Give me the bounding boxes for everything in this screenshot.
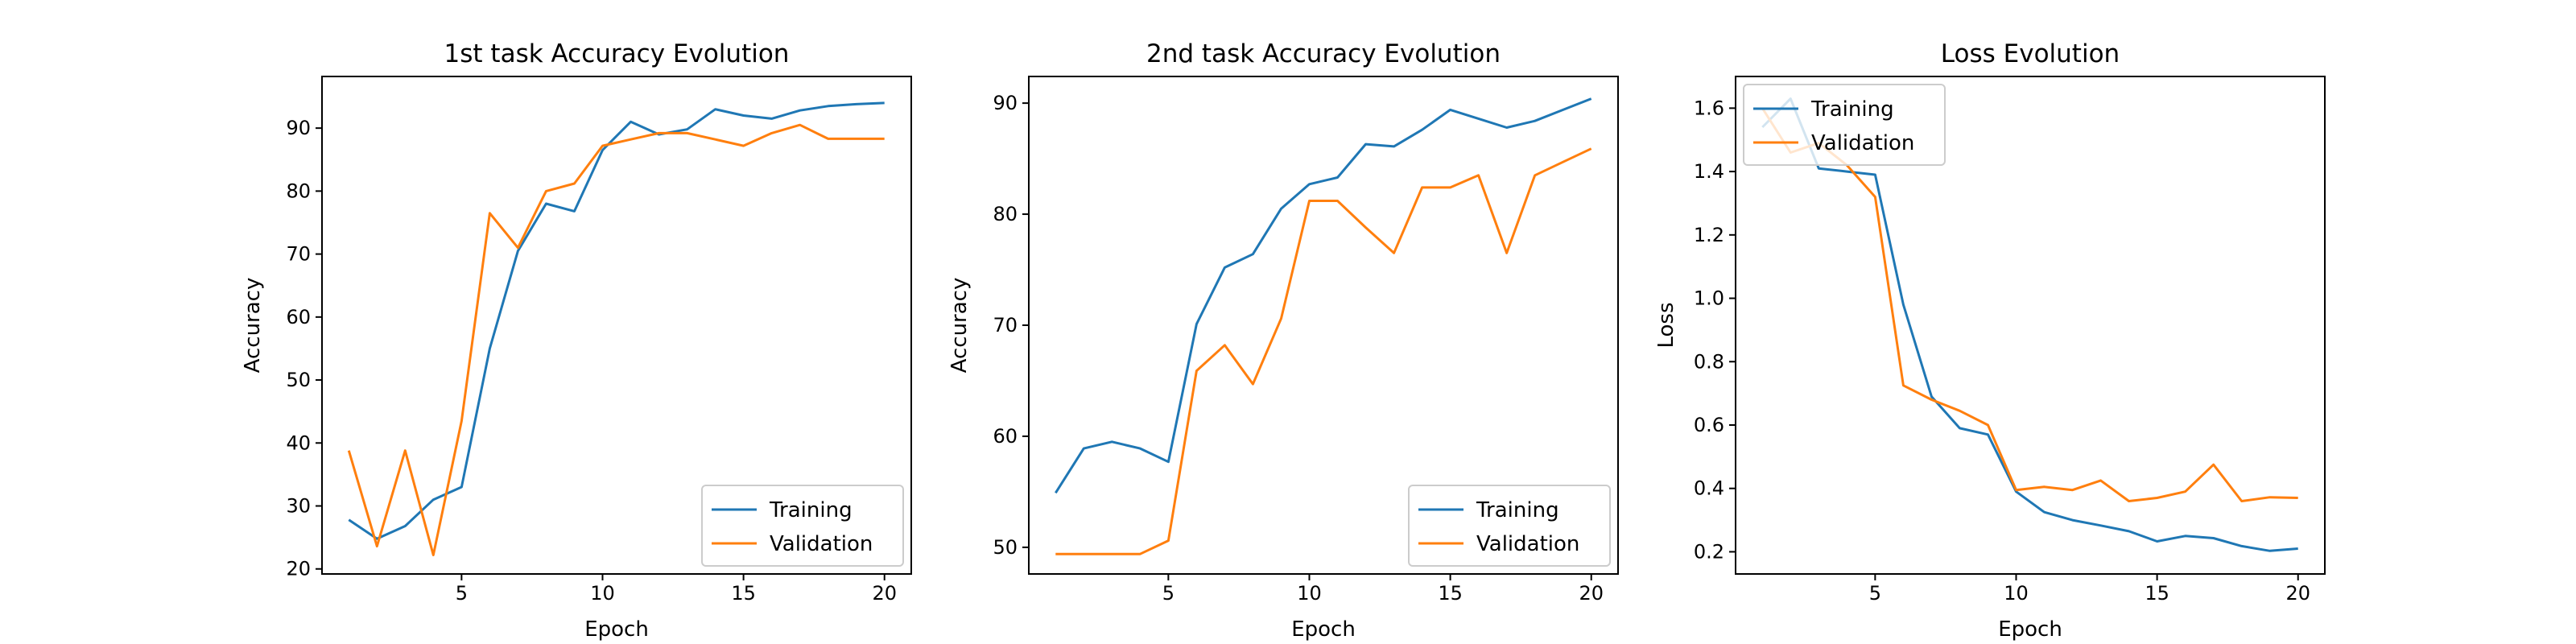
y-tick-label: 80 [993, 203, 1018, 225]
x-axis-label: Epoch [1998, 617, 2062, 642]
legend-label-training: Training [1810, 97, 1894, 122]
y-tick-label: 60 [286, 306, 311, 328]
y-tick-label: 1.6 [1694, 97, 1724, 119]
x-tick-label: 10 [2004, 582, 2029, 605]
chart-title: 2nd task Accuracy Evolution [1146, 39, 1501, 68]
x-axis-label: Epoch [1291, 617, 1356, 642]
legend-label-validation: Validation [1476, 532, 1579, 556]
y-tick-label: 1.4 [1694, 160, 1724, 183]
x-tick-label: 20 [872, 582, 897, 605]
legend-box [1743, 84, 1946, 166]
y-tick-label: 1.2 [1694, 224, 1724, 246]
legend-label-validation: Validation [770, 532, 873, 556]
series-line-validation [1761, 107, 2298, 502]
y-tick-label: 70 [286, 243, 311, 266]
y-tick-label: 50 [993, 536, 1018, 559]
y-axis-label: Accuracy [947, 278, 972, 374]
x-tick-label: 10 [1297, 582, 1322, 605]
chart-panel-1: 5 10 15 20 20 30 40 50 60 70 80 90 1st task Accuracy… [241, 39, 912, 642]
legend-box [701, 485, 904, 567]
x-tick-label: 5 [1869, 582, 1881, 605]
legend: Training Validation [1408, 485, 1611, 567]
legend: Training Validation [1743, 84, 1946, 166]
x-tick-label: 5 [1162, 582, 1174, 605]
x-tick-label: 20 [2285, 582, 2310, 605]
y-tick-label: 70 [993, 314, 1018, 336]
y-tick-label: 90 [993, 92, 1018, 114]
series-line-training [348, 101, 885, 540]
chart-panel-2: 5 10 15 20 50 60 70 80 90 2nd task Accuracy Evolu… [947, 39, 1619, 642]
y-tick-label: 0.8 [1694, 350, 1724, 373]
legend-label-validation: Validation [1811, 131, 1914, 155]
x-axis-label: Epoch [584, 617, 649, 642]
y-tick-label: 50 [286, 369, 311, 391]
chart-title: Loss Evolution [1941, 39, 2120, 68]
y-tick-label: 40 [286, 431, 311, 454]
y-tick-label: 20 [286, 558, 311, 580]
series-line-validation [347, 123, 885, 556]
y-tick-label: 1.0 [1694, 287, 1724, 310]
y-axis-label: Loss [1654, 302, 1678, 348]
x-tick-label: 15 [731, 582, 756, 605]
y-tick-label: 0.2 [1694, 540, 1724, 563]
legend-label-training: Training [769, 498, 852, 522]
x-tick-label: 5 [456, 582, 468, 605]
legend-box [1408, 485, 1611, 567]
y-tick-label: 0.4 [1694, 477, 1724, 500]
series-line-validation [1055, 147, 1592, 555]
x-tick-label: 10 [590, 582, 615, 605]
x-tick-label: 15 [2145, 582, 2169, 605]
x-tick-label: 15 [1438, 582, 1463, 605]
y-tick-label: 60 [993, 425, 1018, 448]
y-tick-label: 0.6 [1694, 414, 1724, 436]
legend: Training Validation [701, 485, 904, 567]
y-tick-label: 90 [286, 117, 311, 139]
series-line-training [1055, 97, 1592, 494]
chart-title: 1st task Accuracy Evolution [444, 39, 790, 68]
series-line-training [1761, 97, 2298, 552]
legend-label-training: Training [1476, 498, 1559, 522]
y-axis-label: Accuracy [241, 278, 265, 374]
x-tick-label: 20 [1579, 582, 1604, 605]
y-tick-label: 80 [286, 180, 311, 202]
plot-frame [1735, 76, 2326, 575]
y-tick-label: 30 [286, 495, 311, 518]
plot-frame [321, 76, 912, 575]
chart-panel-3: 5 10 15 20 0.2 0.4 0.6 0.8 1.0 1.2 1.4 1.6 Loss Evol… [1654, 39, 2326, 642]
